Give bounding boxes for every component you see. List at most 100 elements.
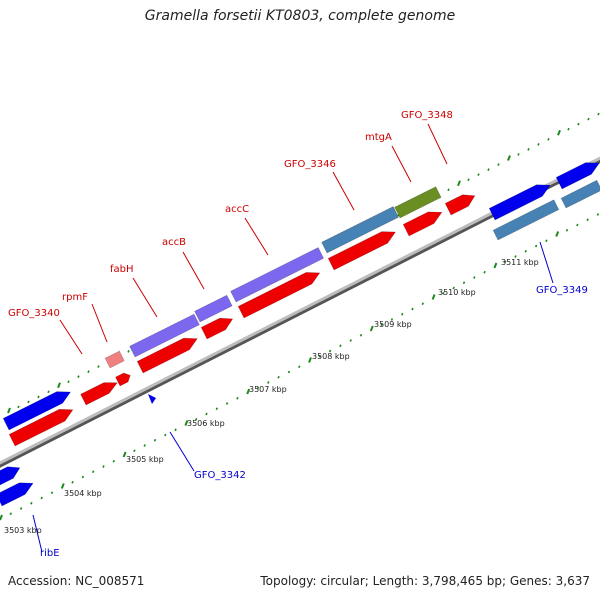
leader-line: [539, 241, 554, 284]
leader-line: [244, 217, 269, 256]
cds-reverse: [8, 408, 74, 447]
tick-bottom: [390, 318, 394, 321]
tick-bottom: [205, 412, 208, 416]
tick-bottom: [411, 307, 414, 311]
tick-top: [527, 148, 530, 151]
gene-gfo3349-box-right: [560, 179, 600, 209]
tick-top: [127, 350, 130, 353]
tick-top: [477, 173, 480, 177]
tick-bottom: [503, 260, 507, 264]
tick-bottom: [473, 276, 476, 279]
tick-bottom: [545, 239, 548, 243]
tick-bottom: [112, 459, 116, 463]
cds-reverse: [80, 382, 118, 406]
tick-top: [597, 112, 600, 116]
genome-summary-text: Topology: circular; Length: 3,798,465 bp…: [260, 574, 590, 588]
leader-line: [391, 145, 412, 183]
tick-bottom: [431, 294, 436, 300]
tick-bottom: [576, 223, 579, 227]
tick-bottom: [30, 501, 33, 505]
cds-reverse: [115, 372, 131, 387]
kbp-label-3509: 3509 kbp: [374, 320, 412, 329]
tick-row-bottom: [0, 213, 600, 521]
gene-gfo3346-box: [321, 206, 399, 254]
gene-accc-box: [230, 247, 325, 303]
leader-line: [169, 431, 195, 472]
tick-top: [17, 405, 20, 409]
tick-bottom: [215, 407, 219, 411]
tick-top: [7, 407, 11, 414]
cds-forward: [2, 391, 72, 431]
leader-line: [132, 277, 158, 318]
label-leaders: [32, 123, 554, 553]
gene-label-gfo3346: GFO_3346: [284, 159, 336, 170]
tick-bottom: [297, 365, 301, 369]
tick-bottom: [194, 417, 198, 421]
gene-label-gfo3342: GFO_3342: [194, 470, 246, 481]
cds-reverse: [200, 317, 234, 340]
kbp-label-3511: 3511 kbp: [501, 258, 539, 267]
tick-top: [467, 178, 470, 182]
tick-bottom: [267, 381, 270, 384]
tick-bottom: [349, 339, 352, 342]
tick-bottom: [596, 213, 600, 216]
tick-bottom: [524, 249, 528, 253]
tick-top: [577, 122, 580, 126]
leader-line: [59, 319, 83, 355]
leader-line: [91, 303, 108, 343]
tick-bottom: [60, 483, 65, 489]
gene-label-gfo3348: GFO_3348: [401, 110, 453, 121]
tick-top: [37, 395, 40, 399]
tick-bottom: [9, 512, 13, 516]
gene-fabh-box: [129, 313, 200, 358]
cds-reverse: [136, 337, 198, 374]
tick-bottom: [164, 433, 167, 437]
accession-text: Accession: NC_008571: [8, 574, 145, 588]
kbp-label-3504: 3504 kbp: [64, 489, 102, 498]
cds-forward: [0, 466, 21, 486]
gene-label-accb: accB: [162, 237, 186, 248]
tick-bottom: [534, 244, 538, 248]
kbp-label-3503: 3503 kbp: [4, 526, 42, 535]
tick-top: [457, 180, 461, 187]
tick-bottom: [91, 470, 95, 474]
tick-bottom: [133, 449, 136, 453]
tick-bottom: [318, 354, 322, 358]
tick-bottom: [308, 357, 312, 363]
gene-label-accc: accC: [225, 204, 249, 215]
tick-top: [27, 400, 30, 404]
tick-bottom: [174, 428, 177, 432]
cds-reverse: [402, 211, 443, 237]
tick-bottom: [19, 507, 23, 510]
tick-bottom: [565, 228, 569, 232]
gene-rpmf-box: [104, 350, 125, 369]
cds-forward: [488, 184, 551, 221]
tick-bottom: [586, 218, 589, 222]
gene-accb-box: [194, 294, 233, 323]
tick-top: [47, 390, 50, 394]
cds-reverse: [237, 272, 321, 319]
tick-bottom: [483, 270, 486, 274]
leader-line: [332, 171, 355, 211]
gene-label-gfo3349: GFO_3349: [536, 285, 588, 296]
gene-gfo3349-box: [492, 199, 560, 241]
tick-bottom: [184, 420, 189, 426]
tick-top: [497, 163, 500, 166]
tick-top: [517, 153, 520, 156]
backbone: [0, 156, 600, 468]
gene-label-rpmf: rpmF: [62, 292, 88, 303]
gene-mtga-box: [394, 186, 442, 219]
tick-top: [447, 188, 450, 192]
cds-reverse: [444, 194, 476, 216]
map-title: Gramella forsetii KT0803, complete genom…: [144, 8, 456, 24]
tick-bottom: [421, 302, 425, 306]
tick-bottom: [50, 491, 54, 495]
tick-bottom: [400, 312, 404, 316]
tick-bottom: [143, 444, 146, 447]
tick-bottom: [102, 465, 105, 468]
tick-bottom: [328, 349, 332, 353]
tick-top: [57, 382, 61, 389]
tick-bottom: [369, 325, 374, 332]
tick-bottom: [287, 370, 291, 374]
